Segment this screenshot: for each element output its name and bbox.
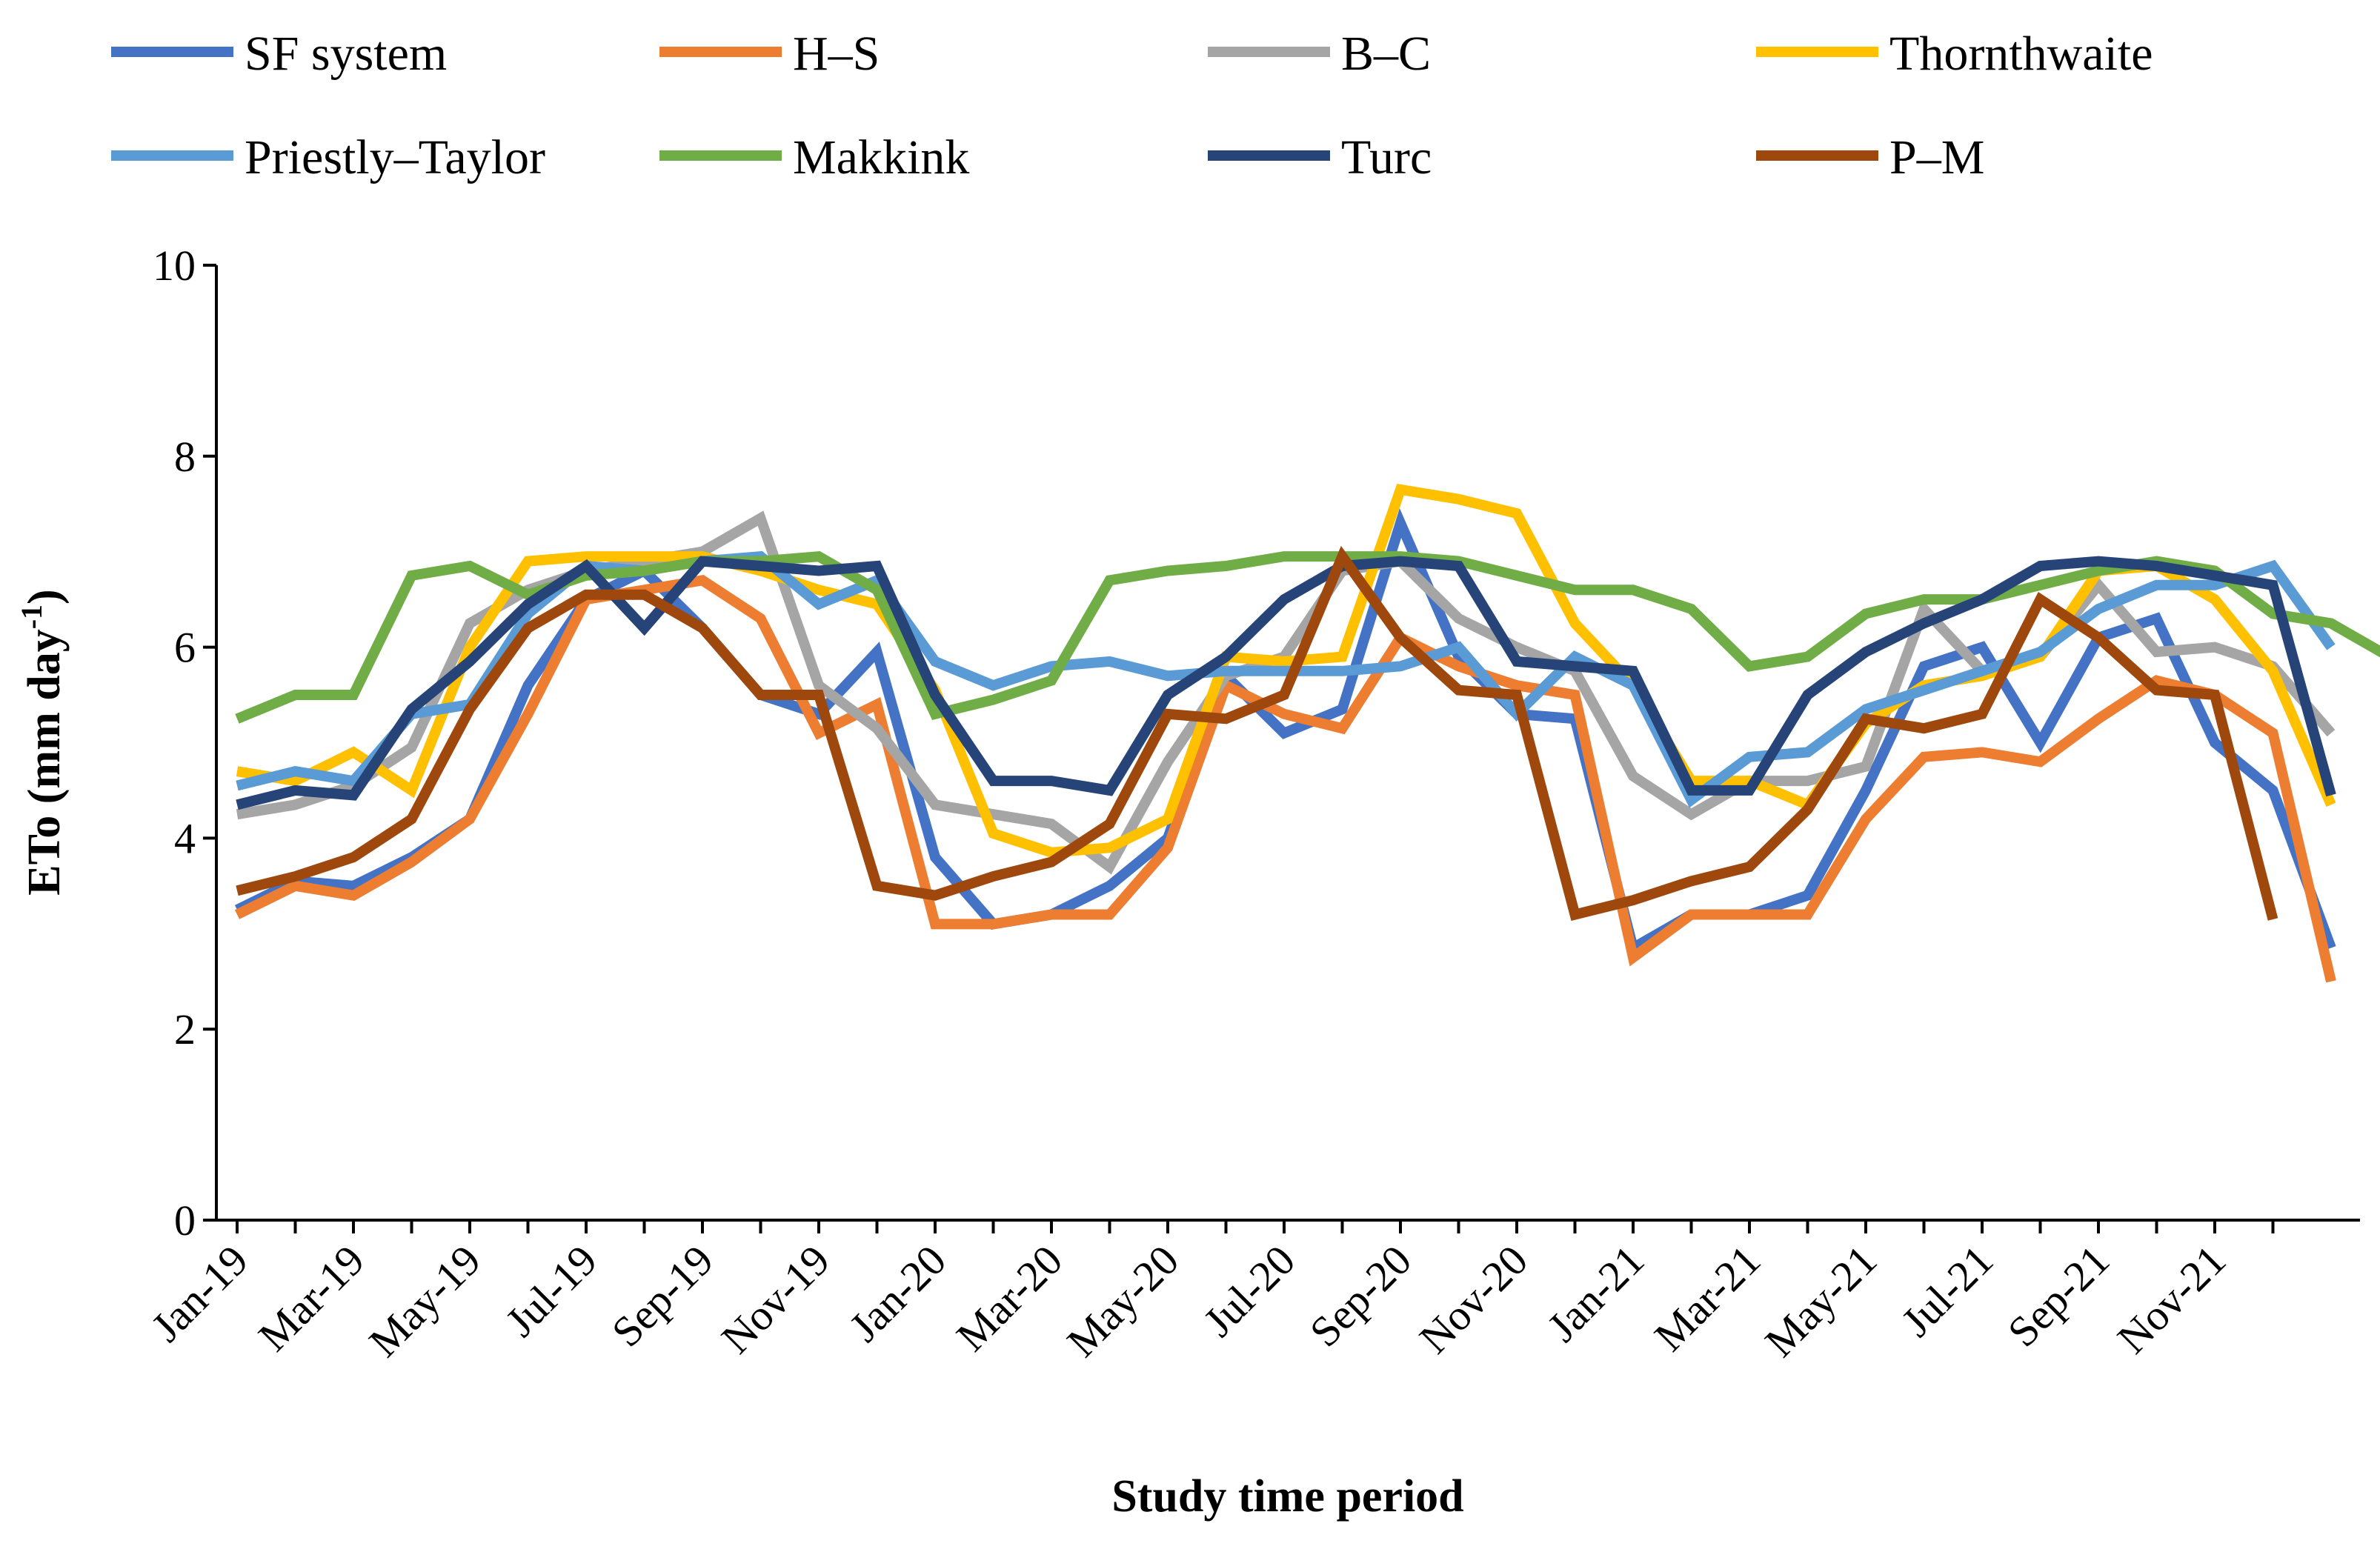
legend-item-thornthwaite: Thornthwaite [1756, 27, 2153, 81]
y-axis-title-close: ) [19, 589, 70, 605]
legend-label: H–S [793, 27, 880, 81]
legend-label: P–M [1889, 130, 1984, 184]
x-axis-title: Study time period [1111, 1471, 1463, 1522]
axes [215, 265, 2360, 1222]
y-tick-label: 2 [174, 1005, 196, 1053]
y-axis-title-superscript: -1 [15, 605, 48, 629]
legend-label: Priestly–Taylor [245, 130, 545, 184]
y-tick-label: 6 [174, 624, 196, 672]
legend-item-h-s: H–S [659, 27, 880, 81]
legend-item-p-m: P–M [1756, 130, 1984, 184]
legend: SF system H–S B–C Thornthwaite Priestly–Tayl… [111, 27, 2153, 184]
legend-item-sf-system: SF system [111, 27, 447, 81]
legend-label: Makkink [793, 130, 969, 184]
x-tick-label: May-20 [1057, 1236, 1188, 1366]
legend-label: B–C [1341, 27, 1431, 81]
x-tick-label: Jul-19 [496, 1236, 606, 1345]
series-line-p-m [236, 545, 2278, 921]
y-ticks: 0 2 4 6 8 10 [153, 242, 216, 1245]
x-tick-label: Sep-20 [1300, 1236, 1420, 1356]
x-tick-label: Mar-20 [947, 1236, 1071, 1360]
legend-label: Thornthwaite [1889, 27, 2153, 81]
x-tick-label: Mar-19 [249, 1236, 373, 1360]
x-tick-label: Jan-19 [142, 1236, 257, 1350]
y-tick-label: 8 [174, 433, 196, 481]
x-tick-label: Mar-21 [1645, 1236, 1769, 1360]
y-tick-label: 10 [153, 242, 196, 290]
y-tick-label: 4 [174, 814, 196, 862]
legend-label: Turc [1341, 130, 1432, 184]
x-tick-label: Jan-21 [1538, 1236, 1653, 1350]
legend-item-turc: Turc [1208, 130, 1432, 184]
x-tick-label: Jan-20 [840, 1236, 955, 1350]
legend-item-priestly-taylor: Priestly–Taylor [111, 130, 545, 184]
x-tick-label: Nov-20 [1410, 1236, 1537, 1362]
y-tick-label: 0 [174, 1196, 196, 1245]
legend-item-makkink: Makkink [659, 130, 969, 184]
x-tick-label: Sep-21 [1998, 1236, 2118, 1356]
x-tick-label: Jul-21 [1892, 1236, 2002, 1345]
series-line-turc [236, 556, 2336, 810]
series-layer [234, 484, 2380, 983]
x-tick-label: Jul-20 [1194, 1236, 1304, 1345]
y-axis-title-main: ETo (mm day [19, 629, 70, 895]
legend-item-b-c: B–C [1208, 27, 1431, 81]
x-tick-label: May-21 [1755, 1236, 1886, 1366]
x-tick-label: May-19 [359, 1236, 490, 1366]
y-axis-title: ETo (mm day-1) [15, 589, 70, 895]
x-tick-label: Nov-21 [2108, 1236, 2235, 1362]
legend-label: SF system [245, 27, 447, 81]
x-tick-label: Nov-19 [712, 1236, 839, 1362]
x-tick-label: Sep-19 [602, 1236, 722, 1356]
